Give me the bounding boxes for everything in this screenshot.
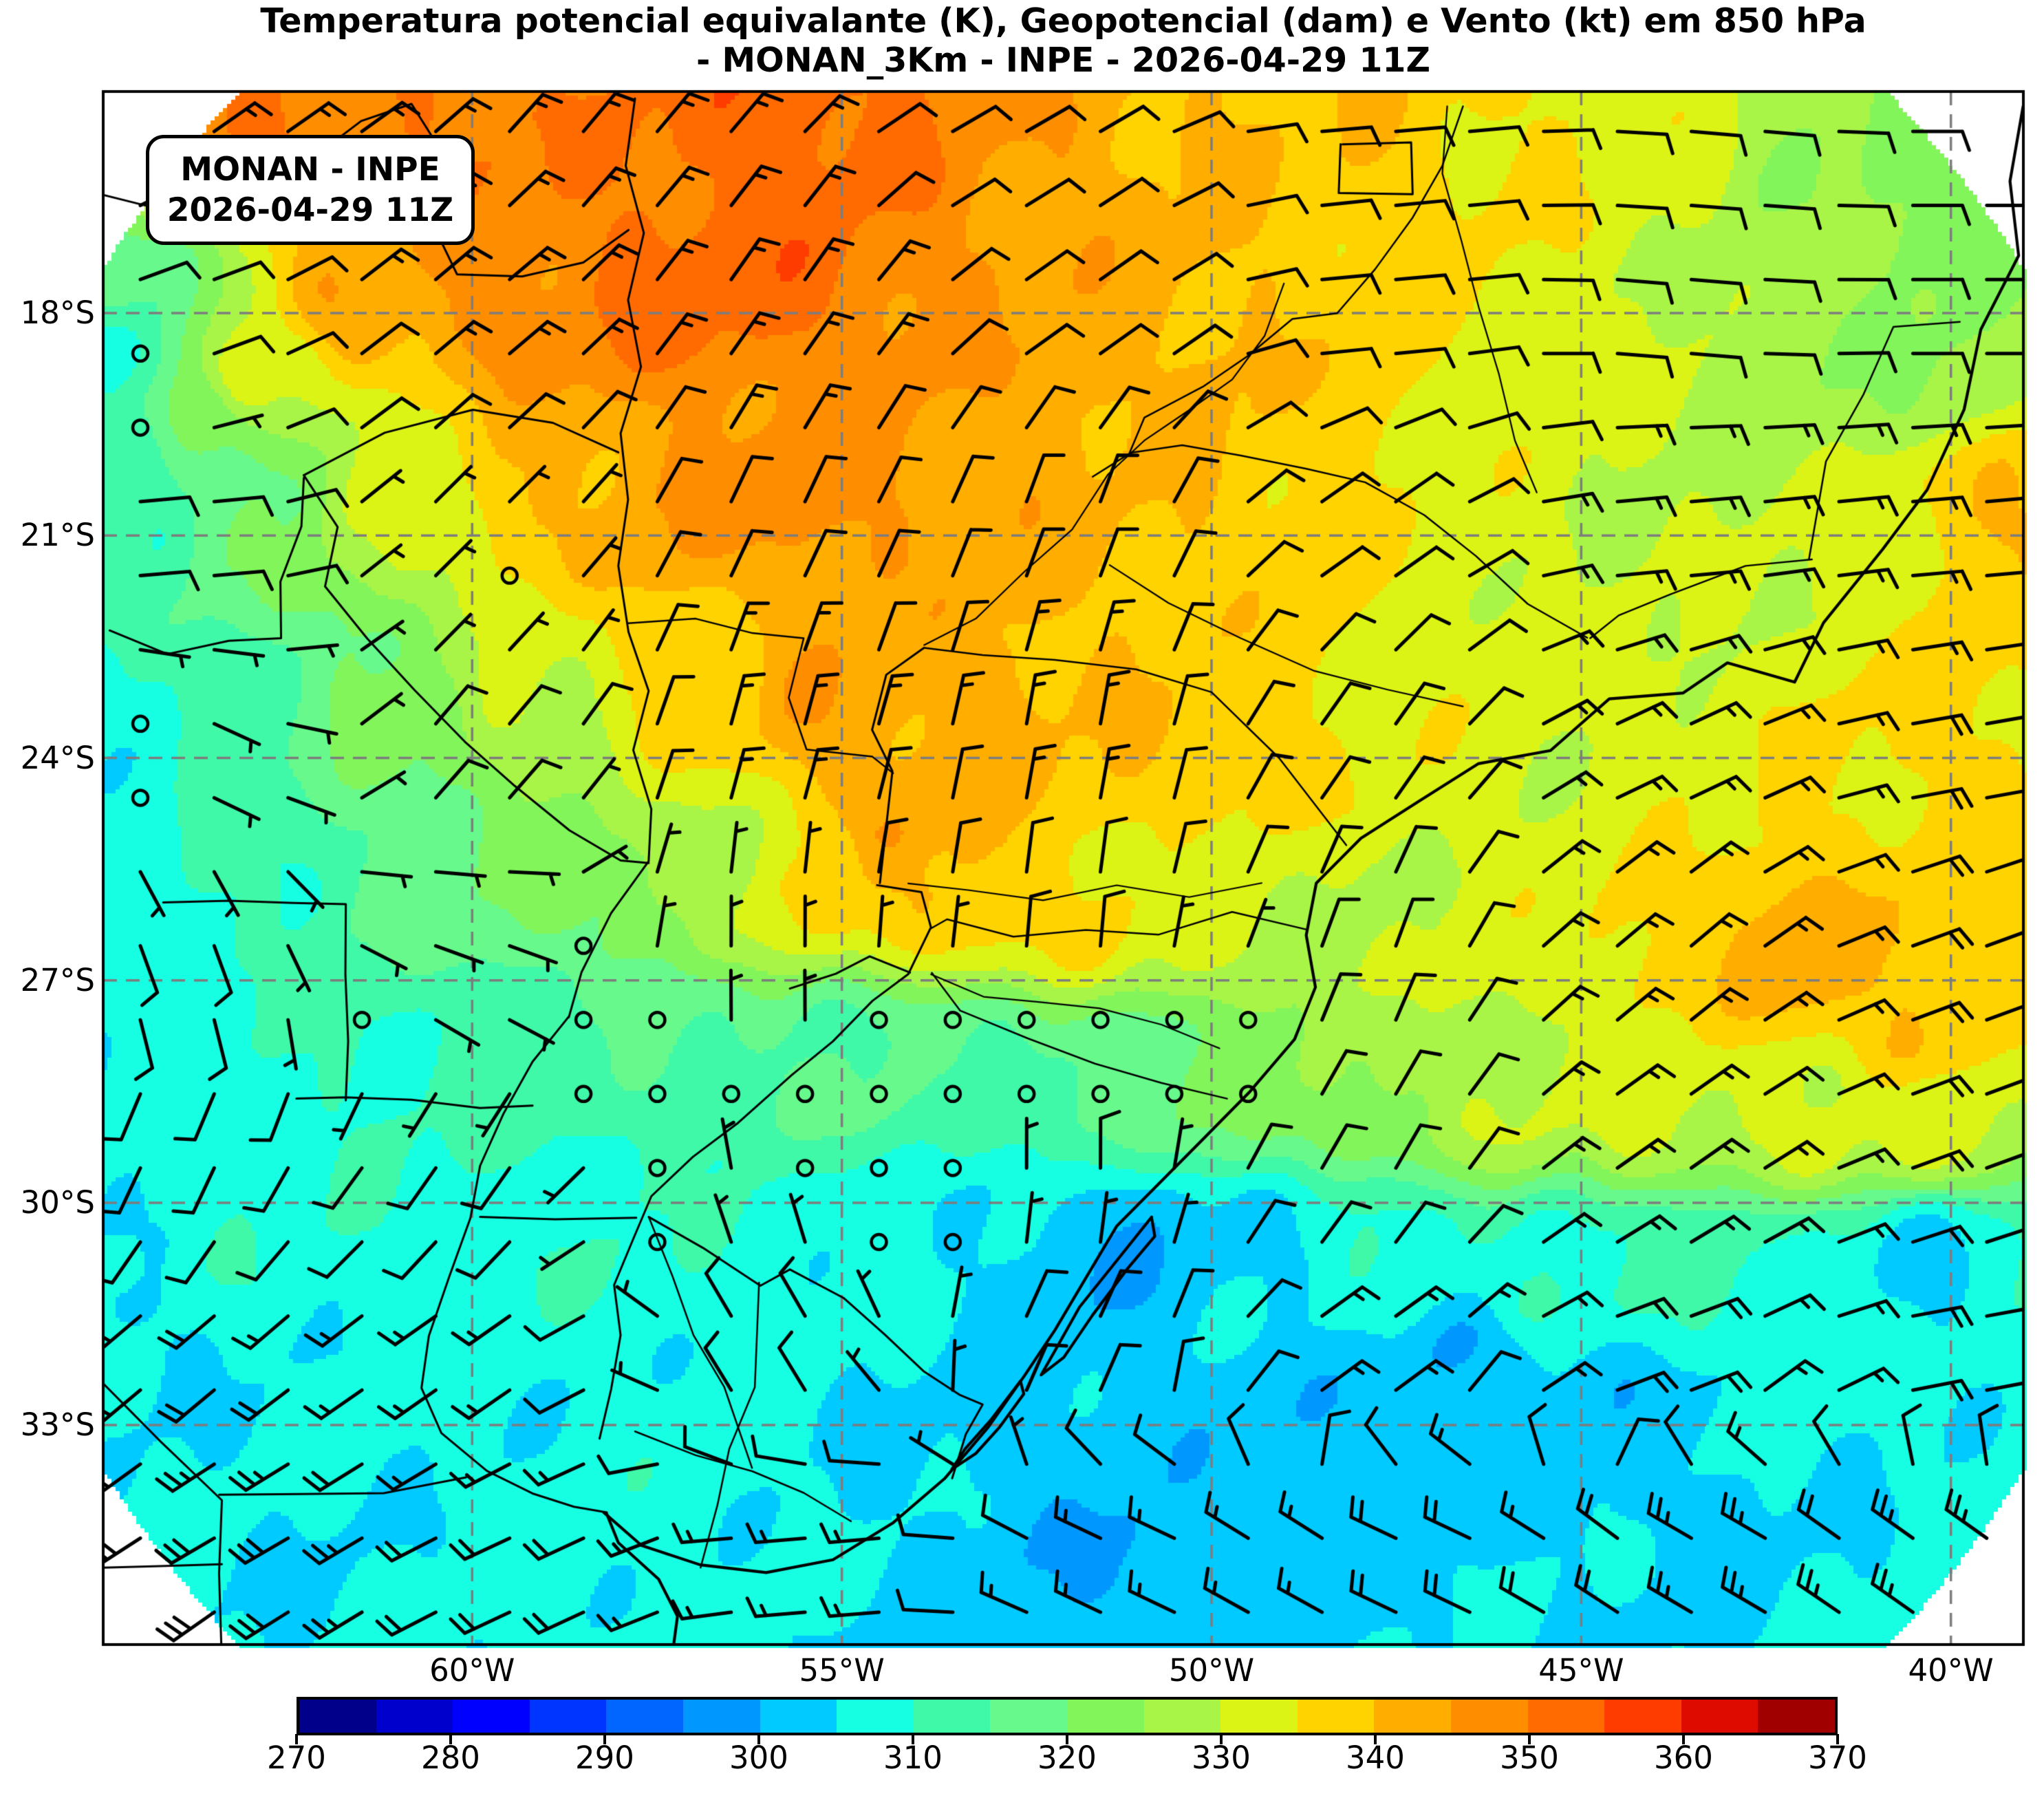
colorbar-tick-label: 300 — [729, 1740, 788, 1776]
x-tick-label: 40°W — [1908, 1652, 1994, 1689]
x-tick-label: 45°W — [1538, 1652, 1624, 1689]
x-tick-label: 55°W — [799, 1652, 885, 1689]
y-tick-label: 30°S — [20, 1184, 95, 1221]
colorbar-segment — [299, 1700, 376, 1733]
colorbar-tick — [912, 1734, 914, 1744]
colorbar-segment — [453, 1700, 530, 1733]
colorbar-segment — [1297, 1700, 1375, 1733]
colorbar-segment — [837, 1700, 914, 1733]
colorbar-tick — [1220, 1734, 1223, 1744]
colorbar-segment — [913, 1700, 991, 1733]
chart-title: Temperatura potencial equivalante (K), G… — [103, 1, 2023, 80]
colorbar-segment — [1374, 1700, 1451, 1733]
colorbar-segment — [1604, 1700, 1681, 1733]
colorbar-tick-label: 320 — [1037, 1740, 1097, 1776]
y-tick-label: 27°S — [20, 961, 95, 998]
x-tick-label: 50°W — [1168, 1652, 1255, 1689]
colorbar-tick-label: 340 — [1346, 1740, 1405, 1776]
colorbar-tick-label: 330 — [1192, 1740, 1251, 1776]
colorbar-segment — [1143, 1700, 1221, 1733]
chart-title-line1: Temperatura potencial equivalante (K), G… — [260, 1, 1867, 41]
y-tick-label: 33°S — [20, 1406, 95, 1444]
colorbar-segment — [990, 1700, 1067, 1733]
model-info-line1: MONAN - INPE — [180, 151, 440, 189]
colorbar-tick — [295, 1734, 298, 1744]
y-tick-label: 18°S — [20, 295, 95, 332]
colorbar-tick — [449, 1734, 452, 1744]
colorbar-tick-label: 370 — [1808, 1740, 1867, 1776]
colorbar-segment — [682, 1700, 760, 1733]
colorbar-tick-label: 360 — [1654, 1740, 1713, 1776]
colorbar-segment — [376, 1700, 453, 1733]
colorbar-tick-label: 290 — [575, 1740, 634, 1776]
y-tick-label: 21°S — [20, 517, 95, 554]
colorbar-tick-label: 280 — [421, 1740, 480, 1776]
colorbar-segment — [606, 1700, 683, 1733]
colorbar-segment — [1681, 1700, 1758, 1733]
colorbar-tick — [1528, 1734, 1531, 1744]
colorbar-tick — [603, 1734, 606, 1744]
colorbar — [297, 1697, 1838, 1735]
colorbar-segment — [529, 1700, 607, 1733]
colorbar-tick — [1066, 1734, 1068, 1744]
colorbar-tick-label: 310 — [883, 1740, 943, 1776]
model-info-box: MONAN - INPE 2026-04-29 11Z — [146, 135, 475, 245]
x-tick-label: 60°W — [429, 1652, 515, 1689]
chart-title-line2: - MONAN_3Km - INPE - 2026-04-29 11Z — [696, 41, 1431, 80]
colorbar-segment — [1758, 1700, 1835, 1733]
colorbar-segment — [1220, 1700, 1298, 1733]
y-tick-label: 24°S — [20, 739, 95, 776]
colorbar-segment — [1066, 1700, 1144, 1733]
colorbar-tick — [757, 1734, 760, 1744]
colorbar-tick — [1374, 1734, 1377, 1744]
colorbar-segment — [760, 1700, 837, 1733]
colorbar-segment — [1450, 1700, 1528, 1733]
model-info-line2: 2026-04-29 11Z — [166, 191, 454, 229]
colorbar-tick-label: 350 — [1500, 1740, 1559, 1776]
colorbar-segment — [1527, 1700, 1605, 1733]
colorbar-tick-label: 270 — [267, 1740, 326, 1776]
colorbar-tick — [1682, 1734, 1685, 1744]
colorbar-tick — [1836, 1734, 1839, 1744]
